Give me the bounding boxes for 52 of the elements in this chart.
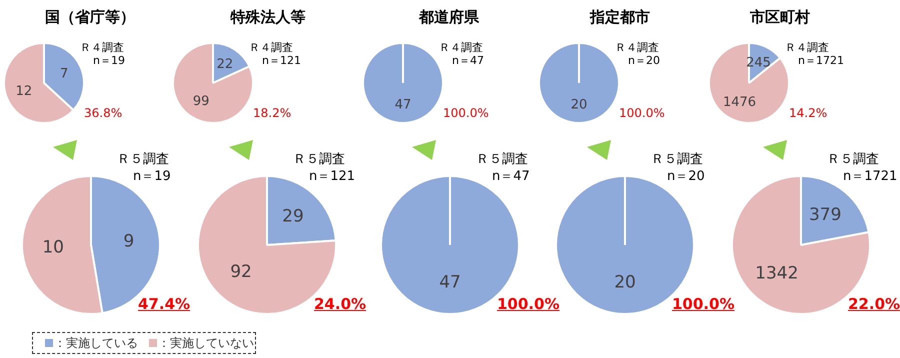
text: Ｒ４調査 (439, 40, 483, 55)
text: n＝121 (262, 53, 301, 68)
chart-title: 都道府県 (418, 8, 480, 27)
data-label: 29 (282, 206, 304, 227)
text: 24.0% (314, 295, 366, 313)
text: n＝19 (93, 53, 125, 68)
chart-title: 指定都市 (588, 8, 651, 27)
data-label: 99 (192, 94, 210, 109)
text: Ｒ４調査 (249, 40, 293, 55)
text: n＝1721 (798, 53, 844, 68)
text: Ｒ５調査 (651, 151, 703, 168)
text: n＝19 (133, 168, 171, 185)
data-label: 47 (439, 272, 461, 292)
text: 100.0% (672, 295, 734, 313)
chart-title: 市区町村 (749, 8, 811, 27)
text: 18.2% (253, 106, 292, 120)
text: Ｒ４調査 (80, 40, 124, 55)
text: Ｒ５調査 (293, 151, 345, 168)
text: 36.8% (84, 106, 122, 120)
text: n＝47 (452, 53, 484, 68)
data-label: 7 (60, 66, 68, 82)
text: n＝1721 (843, 168, 898, 185)
legend-label: ：実施していない (158, 335, 254, 352)
text: Ｒ５調査 (827, 151, 879, 168)
text: 100.0% (497, 295, 560, 313)
text: 47.4% (138, 295, 190, 313)
data-label: 22 (216, 56, 234, 72)
data-label: 379 (808, 205, 842, 226)
text: 14.2% (789, 106, 828, 120)
text: n＝20 (628, 53, 660, 68)
data-label: 12 (16, 84, 32, 100)
text: n＝121 (309, 168, 356, 185)
data-label: 1476 (722, 95, 756, 110)
text: Ｒ５調査 (117, 151, 169, 168)
text: Ｒ４調査 (615, 40, 659, 55)
data-label: 9 (123, 231, 134, 252)
data-label: 20 (570, 97, 588, 112)
data-label: 47 (394, 97, 412, 112)
data-label: 1342 (755, 264, 798, 284)
data-label: 92 (230, 262, 252, 282)
text: 100.0% (443, 106, 489, 120)
text: n＝47 (492, 168, 530, 185)
text: Ｒ４調査 (785, 40, 829, 55)
chart-title: 特殊法人等 (229, 8, 306, 27)
text: 100.0% (619, 106, 665, 120)
text: Ｒ５調査 (476, 151, 528, 168)
text: 22.0% (848, 295, 900, 313)
chart-title: 国（省庁等） (44, 8, 136, 27)
data-label: 10 (42, 238, 64, 258)
data-label: 20 (614, 272, 636, 292)
legend-label: ：実施している (54, 335, 138, 352)
text: n＝20 (667, 168, 705, 185)
